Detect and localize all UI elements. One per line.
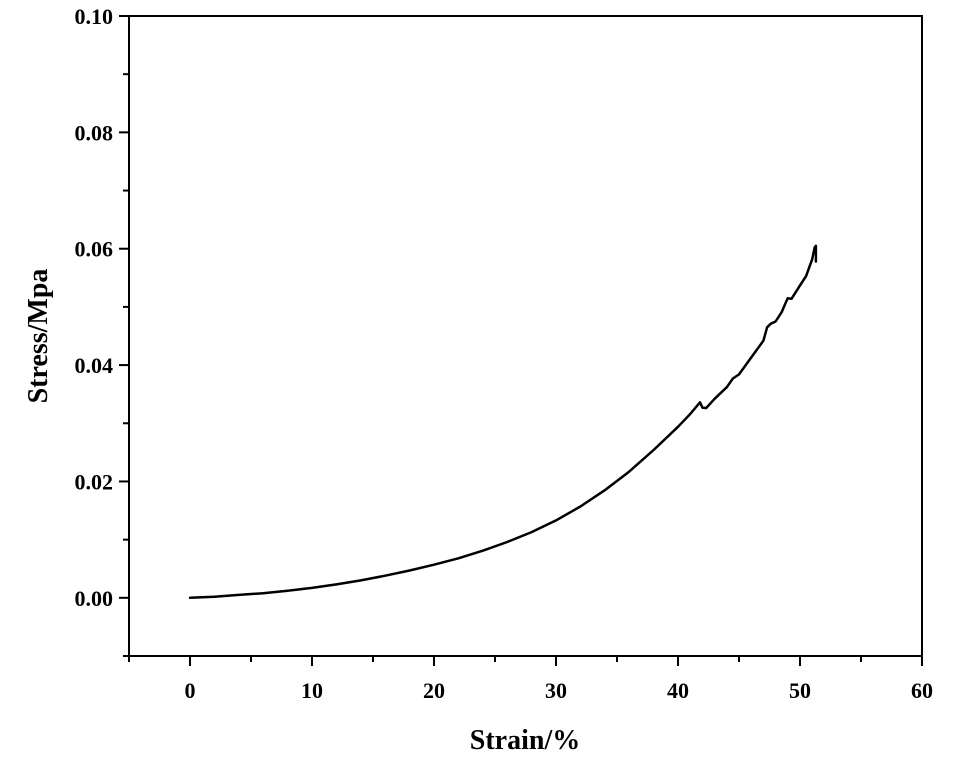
x-tick-label: 40 (667, 678, 689, 703)
y-axis-ticks: 0.00 0.02 0.04 0.06 0.08 0.10 (75, 4, 129, 657)
x-axis-ticks: 0 10 20 30 40 50 60 (128, 656, 933, 703)
plot-frame (128, 15, 923, 657)
y-axis-title: Stress/Mpa (23, 269, 54, 404)
y-tick-label: 0.02 (75, 469, 114, 494)
y-tick-label: 0.06 (75, 237, 114, 262)
y-tick-label: 0.04 (75, 353, 114, 378)
x-tick-label: 0 (185, 678, 196, 703)
series-line-1 (188, 244, 818, 600)
y-tick-label: 0.00 (75, 586, 114, 611)
series-layer (188, 244, 818, 600)
x-tick-label: 60 (911, 678, 933, 703)
x-tick-label: 30 (545, 678, 567, 703)
x-tick-label: 20 (423, 678, 445, 703)
y-tick-label: 0.10 (75, 4, 114, 29)
x-tick-label: 10 (301, 678, 323, 703)
x-axis-title: Strain/% (470, 725, 580, 756)
y-tick-label: 0.08 (75, 120, 114, 145)
x-tick-label: 50 (789, 678, 811, 703)
